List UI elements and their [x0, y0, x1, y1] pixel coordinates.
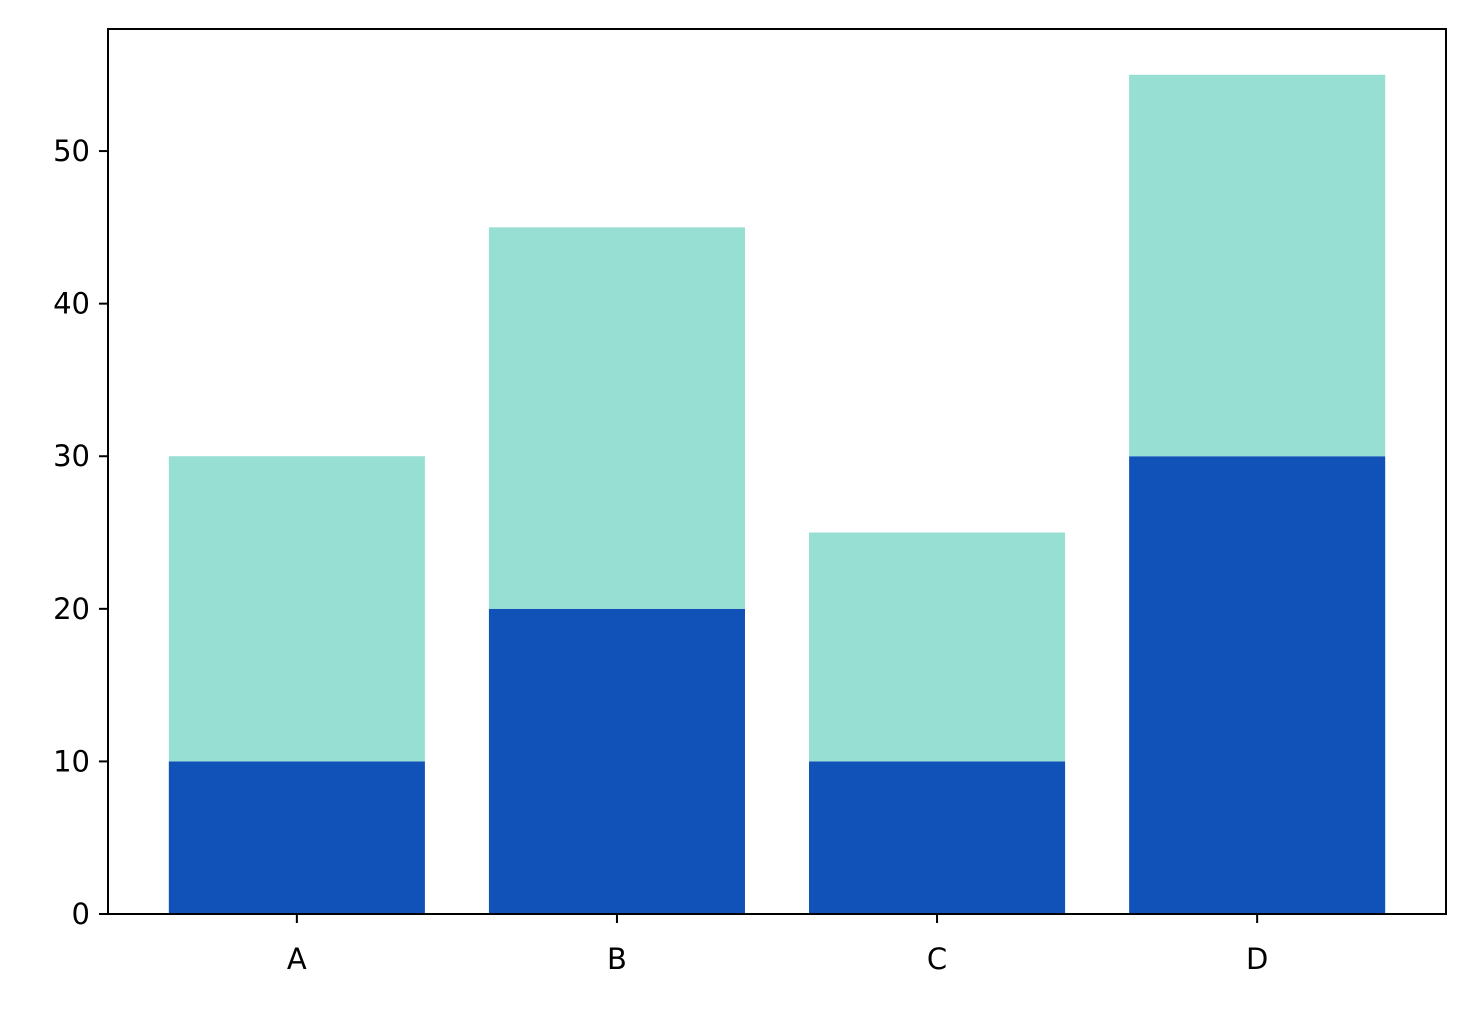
bar-b-segment-2: [488, 227, 745, 609]
bar-a-segment-2: [168, 456, 425, 762]
y-tick-label: 30: [53, 439, 90, 473]
y-tick-label: 0: [72, 897, 90, 931]
x-tick-label: D: [1246, 942, 1268, 976]
y-tick-label: 50: [53, 134, 90, 168]
bar-c-segment-1: [809, 761, 1066, 914]
ticks-layer: 0 10 20 30 40 50 A B C D: [53, 134, 1268, 976]
axes-layer: [107, 28, 1447, 915]
bar-d-segment-1: [1129, 456, 1386, 914]
bar-d-segment-2: [1129, 74, 1386, 457]
bar-c-segment-2: [809, 532, 1066, 762]
y-tick-label: 20: [53, 592, 90, 626]
x-tick-label: C: [927, 942, 947, 976]
y-tick-label: 10: [53, 744, 90, 778]
bars-layer: [168, 74, 1386, 914]
bar-b-segment-1: [488, 608, 745, 914]
plot-frame: [107, 28, 1447, 915]
x-tick-label: B: [607, 942, 627, 976]
y-tick-label: 40: [53, 287, 90, 321]
bar-a-segment-1: [168, 761, 425, 914]
x-tick-label: A: [287, 942, 307, 976]
